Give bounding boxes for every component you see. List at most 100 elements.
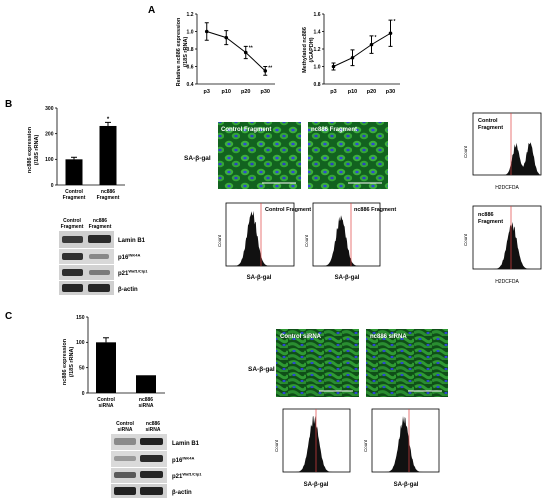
data-point	[224, 35, 229, 40]
panel-c-bar-chart: nc886 expression (/18S rRNA) 0 50 100 150 C…	[62, 315, 165, 409]
bar	[99, 125, 117, 185]
x-tick-label: p10	[348, 89, 357, 95]
panel-b-xtick-2a: nc886	[101, 189, 115, 195]
x-tick-label: p3	[204, 89, 210, 95]
y-tick-label: 1.0	[314, 64, 321, 70]
panel-c-western-blot: Control siRNA nc886 siRNA Lamin B1 p16IN…	[111, 421, 202, 498]
significance-star: *	[394, 19, 396, 25]
data-point	[204, 29, 209, 34]
y-tick-label: 1.0	[187, 29, 194, 35]
histogram-area	[314, 215, 379, 266]
significance-star: *	[375, 35, 377, 41]
blot-band	[88, 284, 110, 292]
blot-band	[62, 269, 83, 276]
data-point	[263, 69, 268, 73]
hist-xlabel: SA-β-gal	[247, 275, 272, 281]
panel-c-xtick-2a: nc886	[139, 397, 153, 403]
panel-b-blot-label-p16: p16INK4A	[118, 253, 140, 262]
y-tick-label: 1.6	[314, 12, 321, 18]
panel-c-blot-label-actin: β-actin	[172, 490, 192, 496]
panel-b-xtick-2b: Fragment	[97, 195, 120, 201]
y-tick-label: 1.2	[314, 47, 321, 53]
histogram-area	[474, 222, 540, 269]
panel-b-blot-header-1b: Fragment	[61, 224, 84, 230]
panel-c-blot-header-2a: nc886	[146, 421, 160, 427]
hist-xlabel: SA-β-gal	[394, 482, 419, 488]
hist-xlabel: SA-β-gal	[304, 482, 329, 488]
histogram-area	[373, 416, 438, 472]
panel-b-micrograph-control: Control Fragment	[218, 122, 301, 189]
panel-b-hist-control: Control Fragment Count SA-β-gal	[217, 202, 311, 281]
y-tick-label: 0	[51, 183, 54, 189]
panel-c-blot-header-1a: Control	[116, 421, 134, 427]
panel-b-micrograph-nc886: nc886 Fragment	[308, 122, 388, 189]
panel-a-right-chart: Methylated nc886 (/GAPDH) 0.8 1.0 1.2 1.4 1.…	[302, 12, 400, 95]
blot-band	[114, 456, 136, 461]
y-tick-label: 0	[82, 391, 85, 397]
blot-band	[114, 472, 136, 478]
panel-b-blot-label-p21: p21Waf1/Cip1	[118, 269, 148, 278]
significance-star: **	[268, 66, 272, 72]
y-tick-label: 0.8	[187, 47, 194, 53]
panel-c-blot-label-p21: p21Waf1/Cip1	[172, 472, 202, 481]
panel-b-blot-label-actin: β-actin	[118, 287, 138, 293]
panel-c-blot-label-p16: p16INK4A	[172, 456, 194, 465]
y-tick-label: 0.6	[187, 64, 194, 70]
panel-b-ros-nc886: nc886 Fragment Count H2DCFDA	[463, 205, 542, 285]
micrograph-label: Control Fragment	[221, 127, 271, 133]
hist-title: nc886 Fragment	[354, 207, 396, 213]
panel-c-xtick-1a: Control	[97, 397, 115, 403]
panel-b-blot-header-1a: Control	[63, 218, 81, 224]
y-tick-label: 0.8	[314, 82, 321, 88]
bar	[96, 342, 116, 393]
histogram-area	[227, 210, 293, 266]
ros-title-2: Fragment	[478, 125, 503, 131]
panel-b-blot-label-lamin: Lamin B1	[118, 238, 146, 244]
blot-band	[62, 236, 83, 243]
panel-a-right-ylabel-1: Methylated nc886	[302, 27, 308, 73]
micrograph-label: nc886 siRNA	[370, 334, 407, 340]
ros-title-1: nc886	[478, 212, 494, 218]
panel-a-left-ylabel-1: Relative nc886 expression	[176, 17, 182, 86]
panel-b-xtick-1b: Fragment	[63, 195, 86, 201]
ros-title-1: Control	[478, 118, 498, 124]
ros-ylabel: Count	[463, 145, 468, 158]
micrograph-label: nc886 Fragment	[311, 127, 357, 133]
micrograph-label: Control siRNA	[280, 334, 322, 340]
panel-c-sa-gal-label: SA-β-gal	[248, 366, 275, 373]
panel-b-sa-gal-label: SA-β-gal	[184, 155, 211, 162]
panel-c-micrograph-control: Control siRNA	[276, 329, 359, 397]
hist-ylabel: Count	[274, 439, 279, 452]
panel-letter-c: C	[5, 311, 12, 322]
y-tick-label: 50	[79, 365, 85, 371]
ros-ylabel: Count	[463, 233, 468, 246]
hist-ylabel: Count	[363, 439, 368, 452]
histogram-area	[284, 416, 349, 472]
panel-letter-b: B	[5, 99, 12, 110]
data-point	[388, 31, 393, 36]
ros-title-2: Fragment	[478, 219, 503, 225]
x-tick-label: p20	[241, 89, 250, 95]
panel-a-left-chart: Relative nc886 expression (/18S rRNA) 0.…	[176, 12, 275, 95]
x-tick-label: p10	[222, 89, 231, 95]
panel-b-ros-control: Control Fragment Count H2DCFDA	[463, 112, 542, 191]
blot-band	[89, 254, 109, 259]
y-tick-label: 0.4	[187, 82, 194, 88]
blot-band	[89, 270, 110, 275]
hist-title: Control Fragment	[265, 207, 311, 213]
panel-b-ylabel-1: nc886 expression	[27, 126, 33, 173]
panel-c-ylabel-2: (/18S rRNA)	[69, 347, 75, 378]
panel-c-blot-header-1b: siRNA	[117, 427, 132, 433]
series-line	[333, 32, 391, 67]
data-point	[243, 50, 248, 55]
blot-band	[140, 438, 163, 445]
y-tick-label: 150	[76, 315, 85, 321]
blot-strip-p21	[59, 265, 114, 280]
data-point	[369, 42, 374, 47]
bar	[136, 375, 156, 393]
ros-xlabel: H2DCFDA	[495, 279, 519, 285]
panel-c-micrograph-nc886: nc886 siRNA	[366, 329, 448, 397]
panel-c-xtick-2b: siRNA	[138, 403, 153, 409]
hist-xlabel: SA-β-gal	[335, 275, 360, 281]
